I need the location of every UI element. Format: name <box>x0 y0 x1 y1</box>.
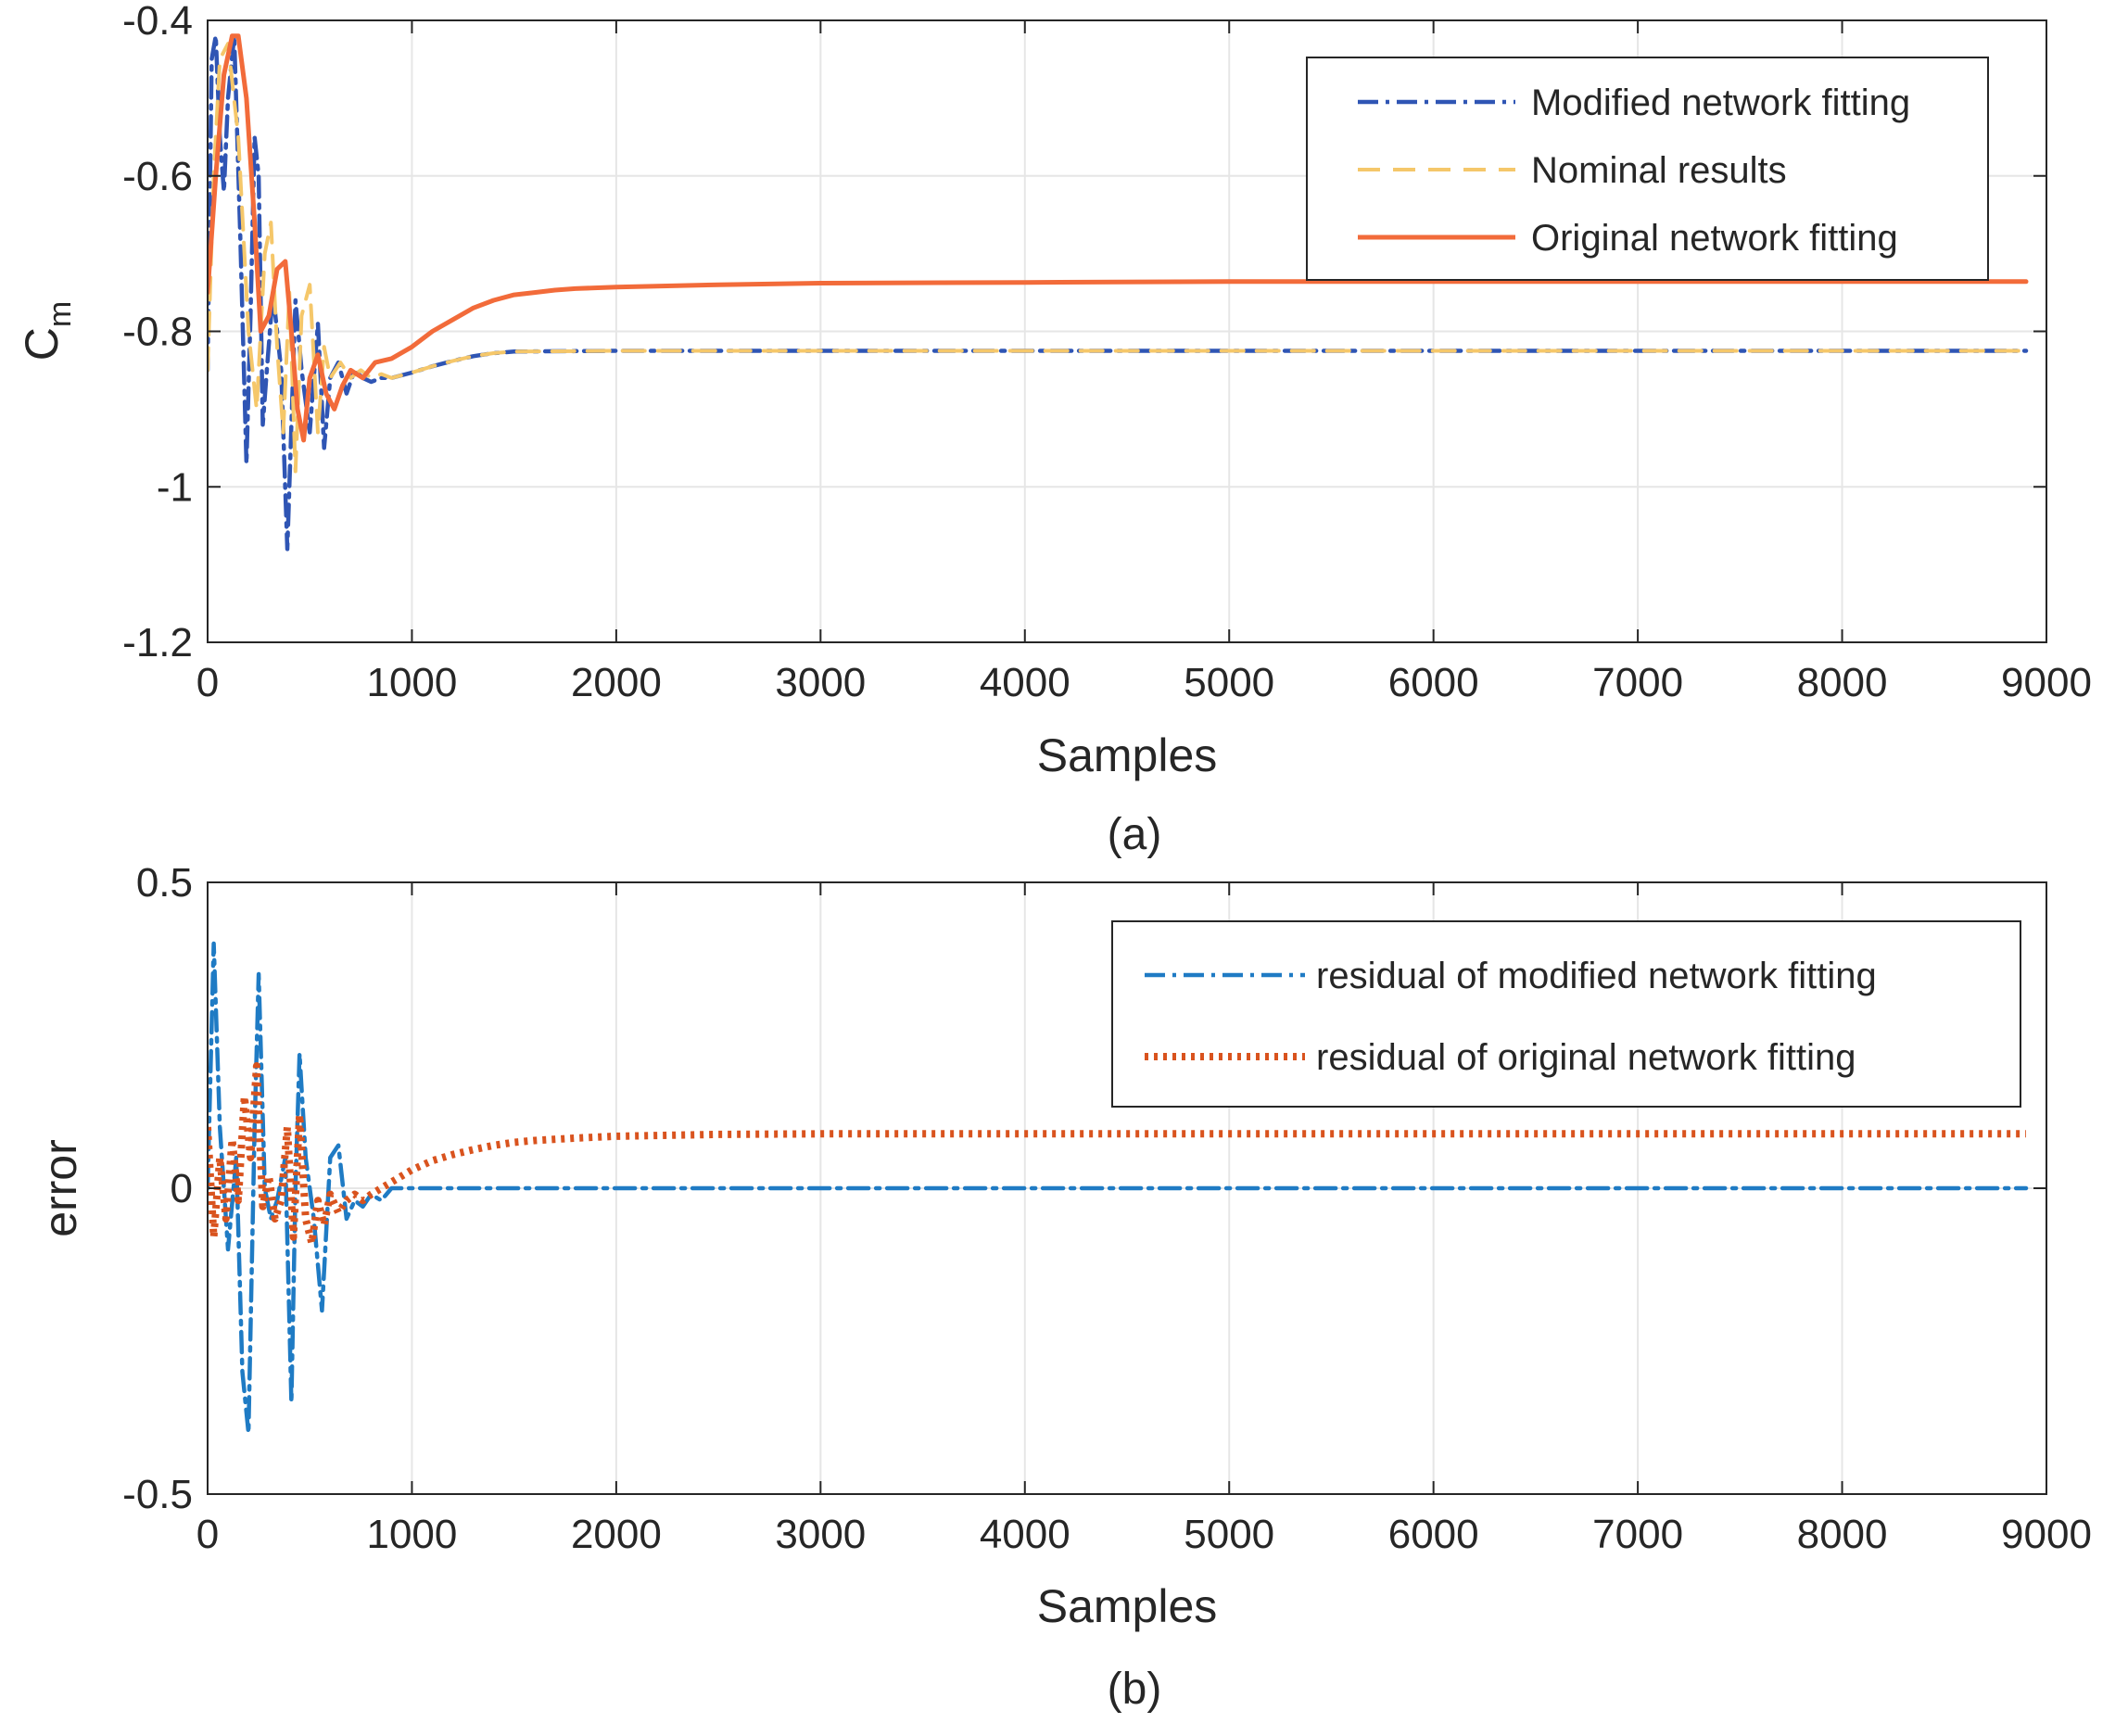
x-tick-label: 0 <box>196 1512 219 1557</box>
legend-box <box>1306 57 1989 281</box>
subplot-b-ticks: 0 1000 2000 3000 4000 5000 6000 7000 8000 9000 -0.… <box>122 860 2092 1557</box>
x-tick-label: 6000 <box>1388 660 1479 705</box>
series-line-1 <box>208 33 2029 551</box>
y-tick-label: -0.6 <box>122 154 193 199</box>
x-tick-label: 5000 <box>1184 660 1274 705</box>
x-tick-label: 8000 <box>1797 1512 1888 1557</box>
y-tick-label: -1.2 <box>122 620 193 665</box>
subplot-b-series <box>208 941 2029 1436</box>
x-tick-label: 1000 <box>366 660 457 705</box>
series-line-3 <box>208 33 2029 443</box>
subplot-a-ticks: 0 1000 2000 3000 4000 5000 6000 7000 8000 9000 -1.… <box>122 0 2092 705</box>
y-tick-label: -0.4 <box>122 0 193 44</box>
subplot-b: 0 1000 2000 3000 4000 5000 6000 7000 8000 9000 -0.… <box>34 860 2092 1714</box>
x-tick-label: 3000 <box>775 1512 866 1557</box>
x-tick-label: 2000 <box>571 660 662 705</box>
x-tick-label: 9000 <box>2001 660 2092 705</box>
series-line-2 <box>208 42 2028 474</box>
y-tick-label: -0.5 <box>122 1472 193 1517</box>
y-tick-label: -1 <box>157 464 193 510</box>
legend-box <box>1111 920 2021 1108</box>
subplot-a-legend: Modified network fitting Nominal results O… <box>1306 57 1989 281</box>
x-tick-label: 7000 <box>1592 1512 1683 1557</box>
subplot-a-series <box>208 33 2029 551</box>
subplot-a: 0 1000 2000 3000 4000 5000 6000 7000 8000 9000 -1.… <box>16 0 2092 859</box>
series-line-2 <box>208 1062 2026 1248</box>
legend-label-3: Original network fitting <box>1531 218 1898 259</box>
subplot-b-y-axis-label: error <box>34 1139 86 1237</box>
y-tick-label: -0.8 <box>122 310 193 355</box>
legend-label-2: residual of original network fitting <box>1316 1037 1856 1078</box>
x-tick-label: 4000 <box>980 1512 1070 1557</box>
series-line-1 <box>208 941 2029 1436</box>
x-tick-label: 3000 <box>775 660 866 705</box>
subplot-a-caption: (a) <box>1108 810 1162 859</box>
subplot-a-y-axis-label-main: C <box>16 327 68 361</box>
x-tick-label: 8000 <box>1797 660 1888 705</box>
y-tick-label: 0 <box>171 1166 193 1211</box>
subplot-a-x-axis-label: Samples <box>1037 729 1218 781</box>
y-tick-label: 0.5 <box>136 860 193 906</box>
legend-label-1: Modified network fitting <box>1531 82 1910 123</box>
subplot-b-caption: (b) <box>1108 1665 1162 1714</box>
x-tick-label: 6000 <box>1388 1512 1479 1557</box>
x-tick-label: 5000 <box>1184 1512 1274 1557</box>
legend-label-1: residual of modified network fitting <box>1316 956 1877 996</box>
legend-label-2: Nominal results <box>1531 150 1787 191</box>
x-tick-label: 1000 <box>366 1512 457 1557</box>
subplot-a-y-axis-label-subscript: m <box>43 301 78 327</box>
x-tick-label: 4000 <box>980 660 1070 705</box>
x-tick-label: 7000 <box>1592 660 1683 705</box>
x-tick-label: 0 <box>196 660 219 705</box>
x-tick-label: 2000 <box>571 1512 662 1557</box>
subplot-a-y-axis-label: Cm <box>16 301 78 361</box>
subplot-b-legend: residual of modified network fitting resi… <box>1111 920 2021 1108</box>
x-tick-label: 9000 <box>2001 1512 2092 1557</box>
subplot-b-x-axis-label: Samples <box>1037 1580 1218 1632</box>
